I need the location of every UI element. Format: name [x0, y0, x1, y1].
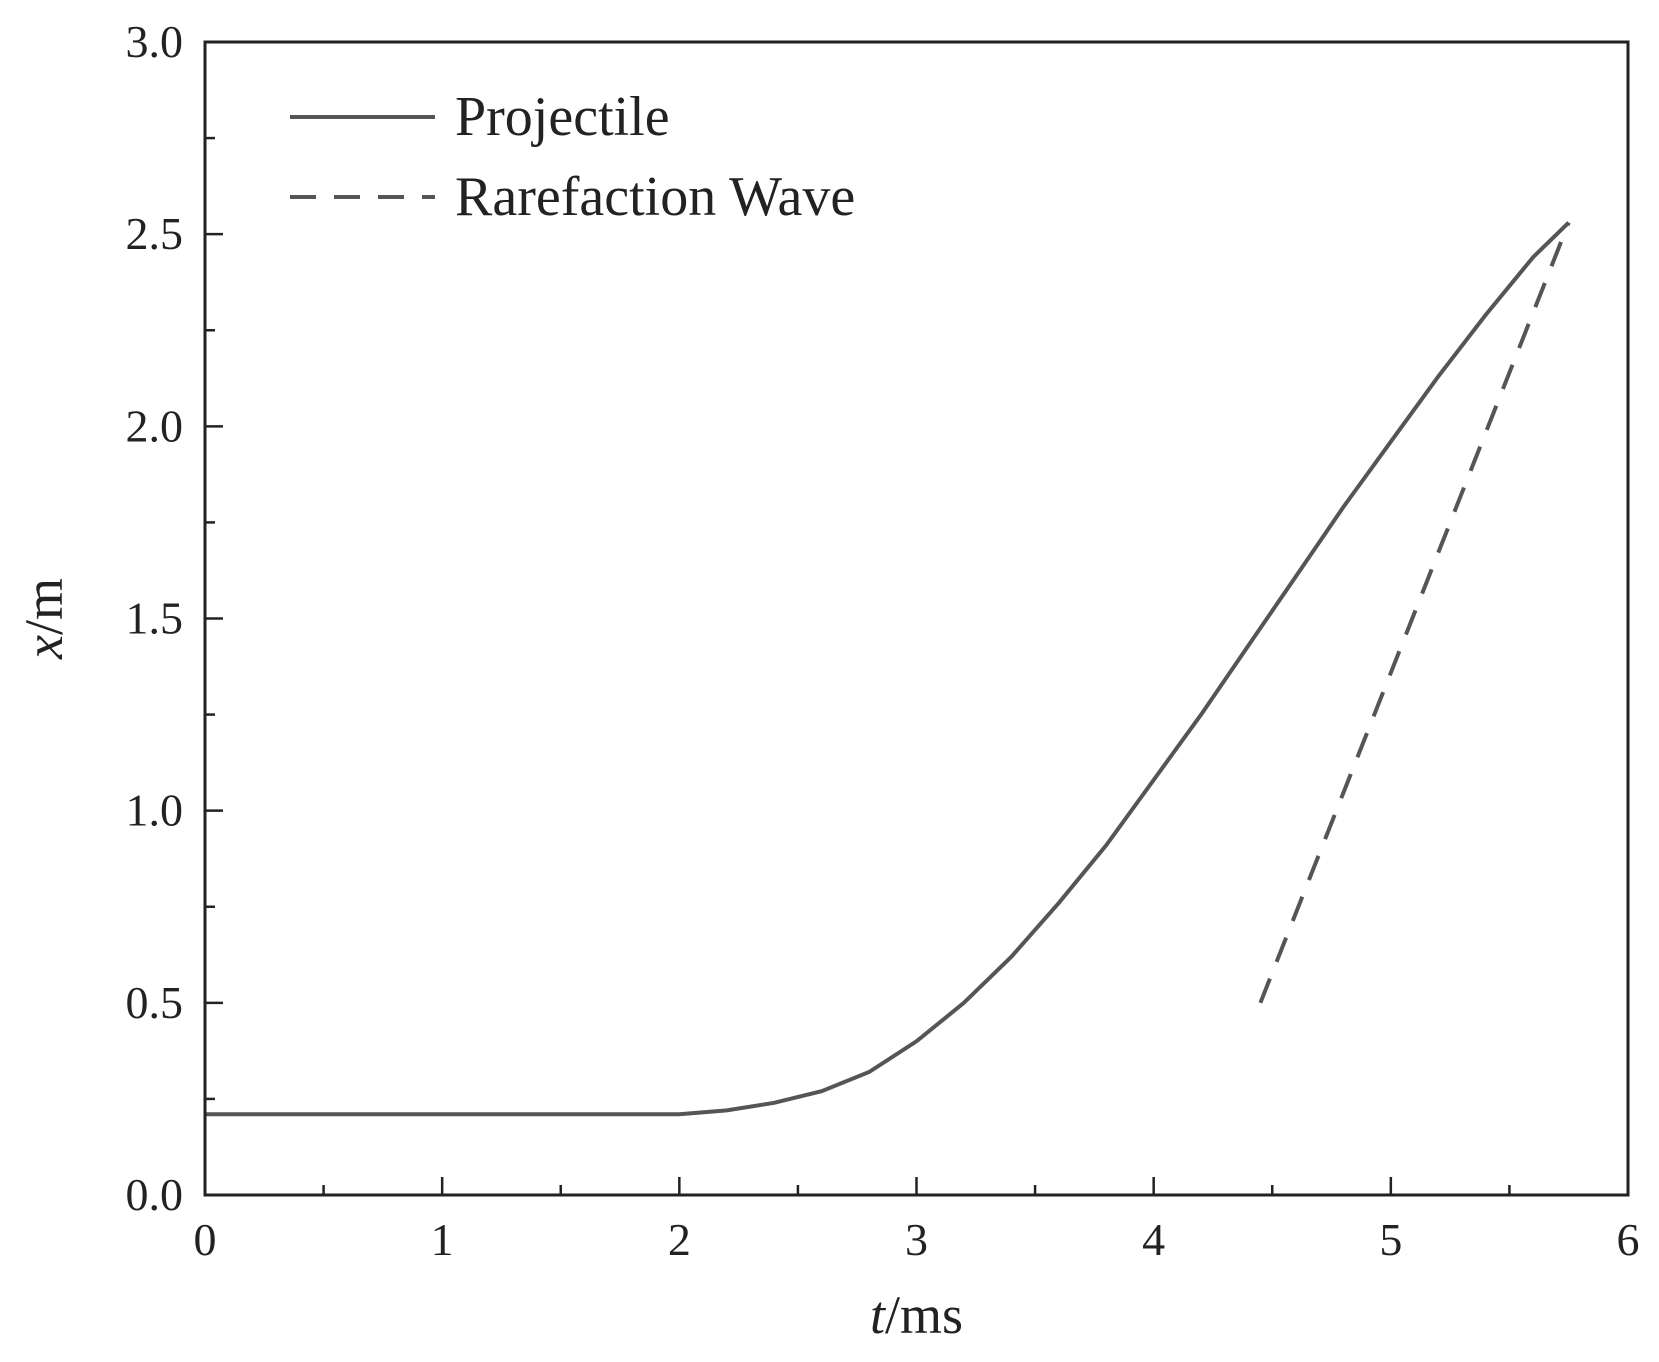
- legend: Projectile Rarefaction Wave: [290, 86, 855, 228]
- plot-frame: [203, 40, 1630, 1197]
- series-layer: [205, 221, 1571, 1117]
- y-tick-label: 3.0: [126, 16, 184, 67]
- x-axis-title-variable: t: [870, 1285, 887, 1345]
- x-axis-title: t/ms: [870, 1285, 963, 1345]
- x-tick-label: 1: [431, 1214, 454, 1265]
- x-tick-label: 3: [905, 1214, 928, 1265]
- ticks-layer: 0 1 2 3 4 5 6 0.0 0.5 1.0 1.5 2.0 2.5 3.0: [126, 16, 1640, 1265]
- x-tick-label: 4: [1142, 1214, 1165, 1265]
- y-tick-label: 0.5: [126, 977, 184, 1028]
- y-axis-title: x/m: [14, 578, 74, 660]
- x-tick-label: 5: [1379, 1214, 1402, 1265]
- y-axis-title-unit: /m: [14, 578, 74, 635]
- y-axis-title-variable: x: [14, 635, 74, 660]
- y-tick-label: 2.0: [126, 400, 184, 451]
- x-tick-label: 6: [1617, 1214, 1640, 1265]
- x-tick-label: 0: [194, 1214, 217, 1265]
- y-tick-label: 1.5: [126, 593, 184, 644]
- legend-label-projectile: Projectile: [455, 86, 670, 148]
- y-tick-label: 2.5: [126, 208, 184, 259]
- legend-label-rarefaction-wave: Rarefaction Wave: [455, 166, 855, 228]
- x-axis-title-unit: /ms: [885, 1285, 963, 1345]
- y-tick-label: 1.0: [126, 785, 184, 836]
- x-tick-label: 2: [668, 1214, 691, 1265]
- series-line-rarefaction-wave: [1258, 221, 1571, 1004]
- series-line-projectile: [205, 221, 1571, 1117]
- y-tick-label: 0.0: [126, 1169, 184, 1220]
